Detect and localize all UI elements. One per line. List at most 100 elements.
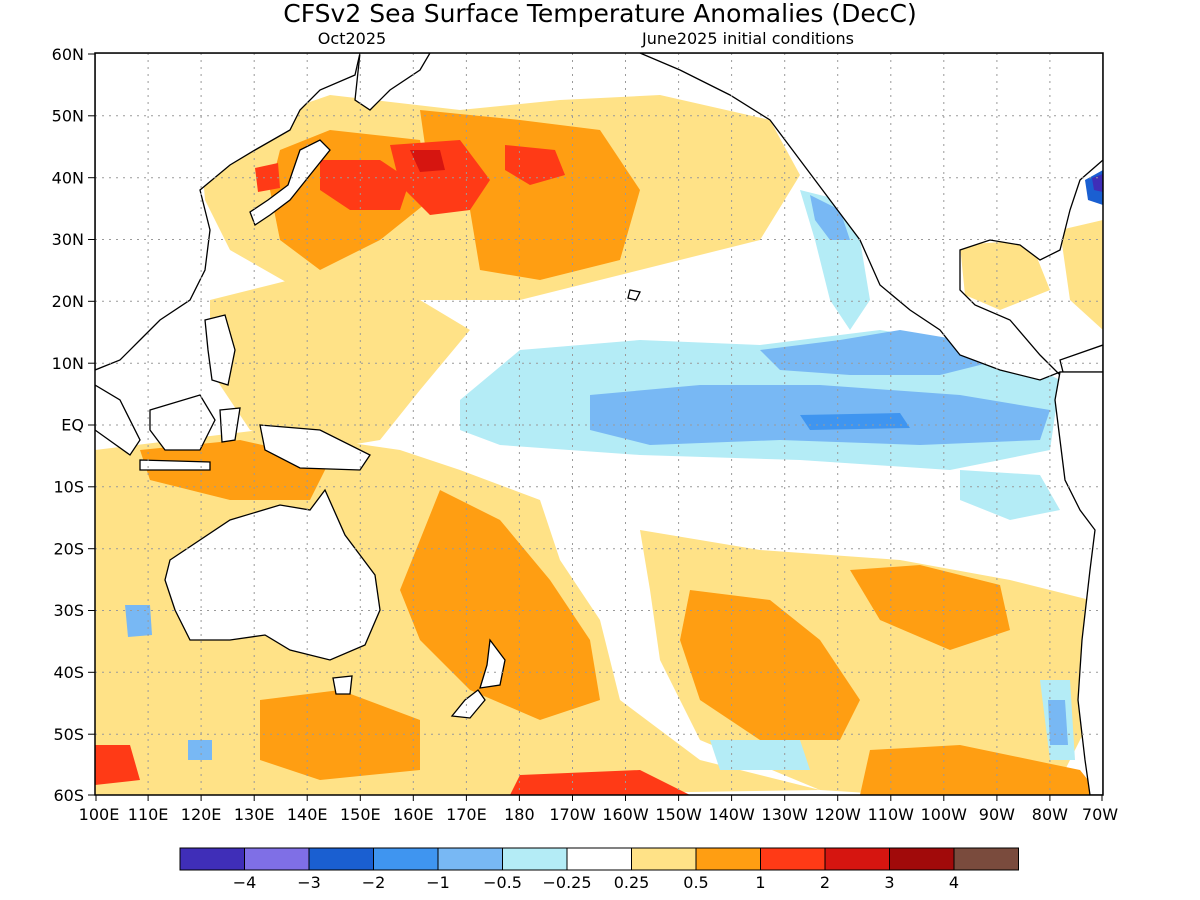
land-japan — [249, 139, 331, 226]
cool-core-s-indian — [188, 740, 212, 760]
land-new-guinea — [259, 424, 371, 471]
lat-label: 40S — [53, 663, 84, 682]
hot-spot-kuroshio — [320, 160, 410, 210]
lon-label: 100E — [79, 805, 120, 824]
warm-band-atlantic — [1060, 220, 1103, 330]
map-title: CFSv2 Sea Surface Temperature Anomalies … — [283, 0, 916, 28]
colorbar-swatch — [244, 847, 310, 871]
cool-band-eastern-south — [960, 470, 1060, 520]
initial-conditions-label: June2025 initial conditions — [641, 29, 854, 48]
lon-label: 110W — [868, 805, 915, 824]
colorbar-swatch — [889, 847, 955, 871]
colorbar-label: 3 — [884, 873, 894, 892]
colorbar-labels: −4 −3 −2 −1 −0.5 −0.25 0.25 0.5 1 2 3 4 — [233, 873, 959, 892]
very-hot-spot — [410, 150, 445, 172]
map-area — [95, 53, 1103, 795]
lon-label: 110E — [128, 805, 169, 824]
lat-label: 20S — [53, 539, 84, 558]
lon-label: 150E — [340, 805, 381, 824]
colorbar-swatches — [179, 847, 1019, 871]
land-masses — [95, 53, 1103, 795]
colorbar-label: 4 — [949, 873, 959, 892]
land-kamchatka — [354, 53, 431, 111]
lon-label: 160E — [393, 805, 434, 824]
land-nz-north — [479, 638, 506, 689]
land-australia — [164, 488, 381, 661]
lon-label: 130E — [234, 805, 275, 824]
lon-label: 80W — [1032, 805, 1068, 824]
cold-spot-gulf-stream-2 — [1092, 174, 1103, 192]
cool-core-baja — [810, 195, 850, 240]
hot-spot-southern-ocean — [510, 770, 690, 795]
colorbar-label: −2 — [362, 873, 386, 892]
lon-label: 100W — [921, 805, 968, 824]
land-nz-south — [450, 689, 486, 719]
colorbar-label: 1 — [755, 873, 765, 892]
colorbar-label: 2 — [820, 873, 830, 892]
map-frame — [94, 52, 1104, 796]
lat-label: 60N — [52, 45, 84, 64]
colorbar-label: 0.5 — [683, 873, 708, 892]
colorbar-swatch — [760, 847, 826, 871]
warm-core-south-east — [850, 565, 1010, 650]
lon-label: 120W — [815, 805, 862, 824]
hot-spot-tasman — [95, 745, 140, 785]
lat-label: 10S — [53, 478, 84, 497]
colorbar-label: 0.25 — [614, 873, 650, 892]
warm-band-gulf — [960, 240, 1050, 310]
latitude-axis: 60N 50N 40N 30N 20N 10N EQ 10S 20S 30S 4… — [52, 45, 95, 805]
colorbar-swatch — [953, 847, 1019, 871]
cool-core-east-aus — [125, 605, 152, 637]
lon-label: 180 — [504, 805, 535, 824]
warm-core-south-west — [400, 490, 600, 720]
land-borneo — [149, 394, 216, 451]
colorbar-swatch — [502, 847, 568, 871]
colorbar-swatch — [308, 847, 374, 871]
colorbar-label: −1 — [426, 873, 450, 892]
lat-label: 50N — [52, 107, 84, 126]
warm-band-west-pacific — [210, 270, 470, 450]
cold-core-equatorial — [800, 413, 910, 430]
lon-label: 90W — [979, 805, 1015, 824]
land-asia — [95, 53, 361, 371]
colorbar-swatch — [437, 847, 503, 871]
lat-label: 20N — [52, 292, 84, 311]
forecast-month: Oct2025 — [318, 29, 386, 48]
lon-label: 70W — [1082, 805, 1118, 824]
lon-label: 130W — [762, 805, 809, 824]
land-hawaii — [627, 289, 641, 301]
warm-core-southern-ocean — [860, 745, 1100, 795]
lon-label: 140E — [287, 805, 328, 824]
hot-spot-north-central-2 — [505, 145, 565, 185]
lat-label: 50S — [53, 725, 84, 744]
colorbar-label: −0.25 — [542, 873, 591, 892]
land-north-america — [639, 53, 1103, 383]
lat-label: 30N — [52, 230, 84, 249]
colorbar-label: −4 — [233, 873, 257, 892]
longitude-axis: 100E 110E 120E 130E 140E 150E 160E 170E … — [79, 795, 1118, 824]
lon-label: 140W — [708, 805, 755, 824]
land-philippines — [204, 314, 236, 386]
lat-label: 60S — [53, 786, 84, 805]
land-java — [139, 459, 211, 471]
colorbar-swatch — [566, 847, 632, 871]
cool-core-north-east — [760, 330, 1000, 375]
hot-spot-japan-sea — [255, 163, 280, 192]
colorbar-swatch — [695, 847, 761, 871]
lon-label: 150W — [655, 805, 702, 824]
lon-label: 160W — [602, 805, 649, 824]
lon-label: 120E — [181, 805, 222, 824]
lon-label: 170E — [446, 805, 487, 824]
lat-label: 40N — [52, 168, 84, 187]
warm-core-south-central — [680, 590, 860, 740]
colorbar-swatch — [631, 847, 697, 871]
grid-lines — [95, 53, 1103, 795]
lat-label: EQ — [61, 416, 84, 435]
lat-label: 10N — [52, 354, 84, 373]
colorbar-swatch — [824, 847, 890, 871]
colorbar-label: −0.5 — [483, 873, 522, 892]
cool-core-chile — [1048, 700, 1068, 745]
colorbar-swatch — [179, 847, 245, 871]
colorbar: −4 −3 −2 −1 −0.5 −0.25 0.25 0.5 1 2 3 4 — [179, 847, 1019, 892]
